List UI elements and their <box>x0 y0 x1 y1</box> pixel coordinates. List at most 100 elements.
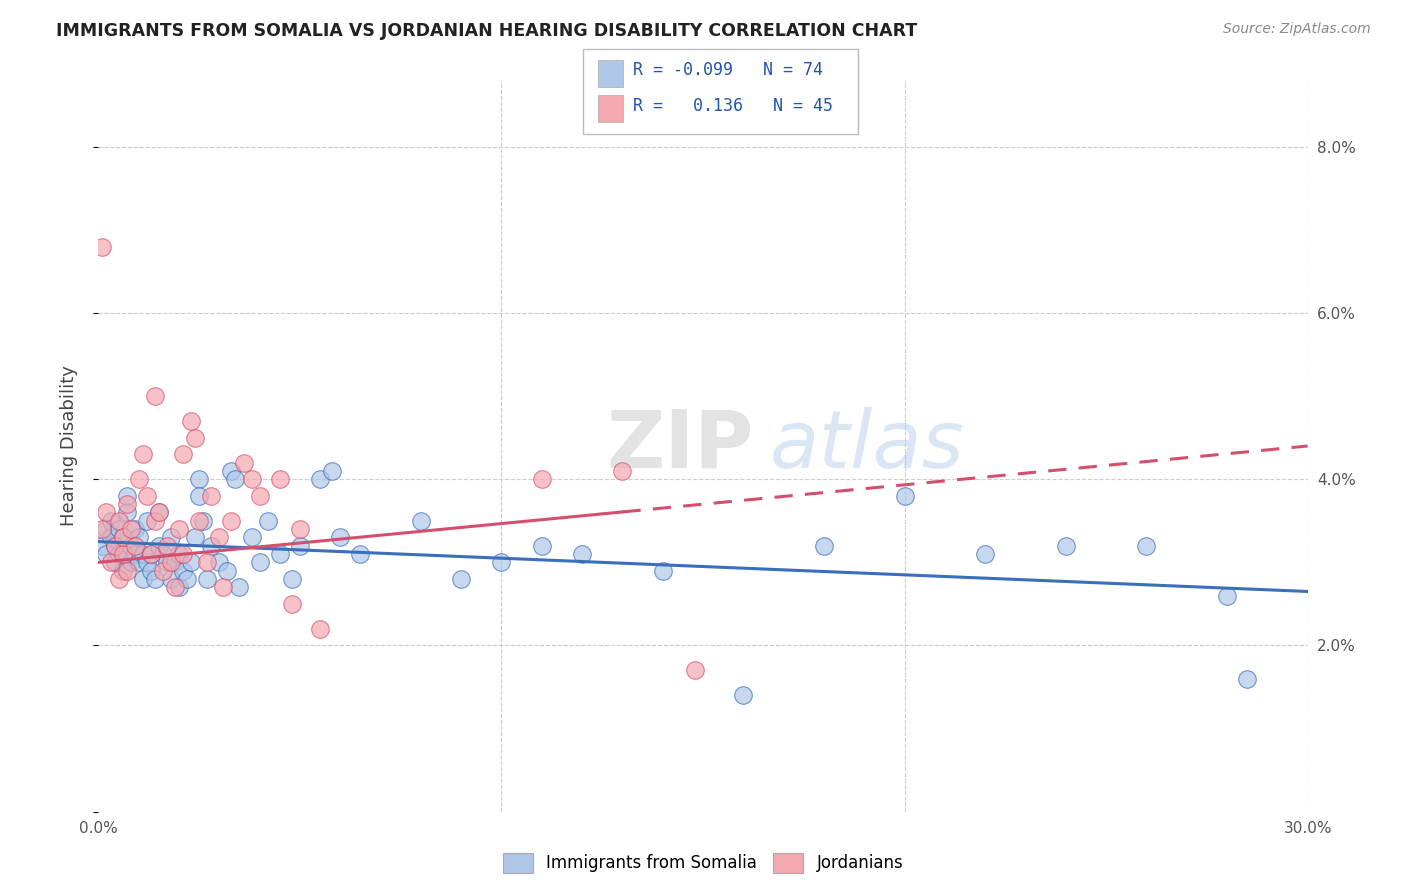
Point <box>212 580 235 594</box>
Point <box>309 622 332 636</box>
Point <box>232 456 254 470</box>
Point <box>321 464 343 478</box>
Point <box>221 514 243 528</box>
Point <box>143 514 166 528</box>
Point <box>96 506 118 520</box>
Point <box>167 547 190 561</box>
Point <box>269 547 291 561</box>
Point <box>103 539 125 553</box>
Point <box>240 530 263 544</box>
Point <box>124 539 146 553</box>
Point <box>132 547 155 561</box>
Point <box>195 572 218 586</box>
Point <box>1135 539 1157 553</box>
Point <box>571 547 593 561</box>
Point <box>115 564 138 578</box>
Point <box>491 555 513 569</box>
Point <box>91 239 114 253</box>
Point <box>91 522 114 536</box>
Point <box>530 472 553 486</box>
Point <box>156 539 179 553</box>
Point <box>128 472 150 486</box>
Point <box>172 547 194 561</box>
Text: Source: ZipAtlas.com: Source: ZipAtlas.com <box>1223 22 1371 37</box>
Point <box>107 547 129 561</box>
Point <box>612 464 634 478</box>
Point <box>163 555 186 569</box>
Point <box>172 447 194 461</box>
Point <box>193 514 215 528</box>
Point <box>128 555 150 569</box>
Point <box>135 514 157 528</box>
Point <box>115 506 138 520</box>
Point <box>208 530 231 544</box>
Point <box>188 472 211 486</box>
Point <box>184 431 207 445</box>
Point <box>111 530 134 544</box>
Y-axis label: Hearing Disability: Hearing Disability <box>59 366 77 526</box>
Point <box>96 547 118 561</box>
Point <box>100 530 122 544</box>
Point <box>228 580 250 594</box>
Point <box>167 580 190 594</box>
Point <box>148 506 170 520</box>
Point <box>111 530 134 544</box>
Point <box>450 572 472 586</box>
Point <box>288 539 311 553</box>
Point <box>1236 672 1258 686</box>
Point <box>115 497 138 511</box>
Point <box>124 522 146 536</box>
Point <box>139 547 162 561</box>
Point <box>180 555 202 569</box>
Point <box>135 555 157 569</box>
Point <box>176 572 198 586</box>
Point <box>188 489 211 503</box>
Point <box>124 547 146 561</box>
Point <box>1054 539 1077 553</box>
Point <box>152 547 174 561</box>
Point <box>180 414 202 428</box>
Point <box>160 530 183 544</box>
Point <box>132 447 155 461</box>
Point <box>107 572 129 586</box>
Point <box>309 472 332 486</box>
Point <box>100 514 122 528</box>
Point <box>120 555 142 569</box>
Point <box>269 472 291 486</box>
Point <box>329 530 352 544</box>
Text: atlas: atlas <box>769 407 965 485</box>
Point <box>240 472 263 486</box>
Point <box>256 514 278 528</box>
Point <box>103 555 125 569</box>
Point <box>281 597 304 611</box>
Point <box>349 547 371 561</box>
Point <box>143 389 166 403</box>
Point <box>143 572 166 586</box>
Point <box>200 539 222 553</box>
Point <box>188 514 211 528</box>
Point <box>139 564 162 578</box>
Point <box>893 489 915 503</box>
Point <box>152 564 174 578</box>
Point <box>132 572 155 586</box>
Point <box>813 539 835 553</box>
Point <box>103 539 125 553</box>
Point <box>115 489 138 503</box>
Point <box>249 489 271 503</box>
Text: ZIP: ZIP <box>606 407 754 485</box>
Text: R = -0.099   N = 74: R = -0.099 N = 74 <box>633 62 823 79</box>
Point <box>167 522 190 536</box>
Point <box>128 530 150 544</box>
Point <box>148 539 170 553</box>
Point <box>200 489 222 503</box>
Point <box>974 547 997 561</box>
Point <box>221 464 243 478</box>
Point <box>683 664 706 678</box>
Point <box>115 547 138 561</box>
Point <box>120 522 142 536</box>
Point <box>163 580 186 594</box>
Point <box>135 489 157 503</box>
Point <box>111 547 134 561</box>
Point <box>111 564 134 578</box>
Text: IMMIGRANTS FROM SOMALIA VS JORDANIAN HEARING DISABILITY CORRELATION CHART: IMMIGRANTS FROM SOMALIA VS JORDANIAN HEA… <box>56 22 918 40</box>
